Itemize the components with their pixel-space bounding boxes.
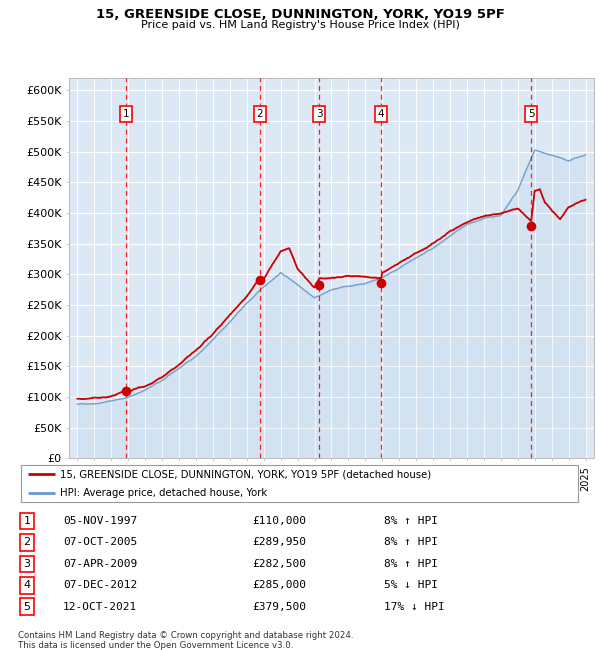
Text: 07-APR-2009: 07-APR-2009 xyxy=(63,559,137,569)
Text: 07-DEC-2012: 07-DEC-2012 xyxy=(63,580,137,590)
Text: 2: 2 xyxy=(257,109,263,119)
Text: 5: 5 xyxy=(23,602,31,612)
Text: 4: 4 xyxy=(23,580,31,590)
Text: 17% ↓ HPI: 17% ↓ HPI xyxy=(384,602,445,612)
Text: 4: 4 xyxy=(378,109,385,119)
Text: £289,950: £289,950 xyxy=(252,538,306,547)
Text: 3: 3 xyxy=(23,559,31,569)
Text: Price paid vs. HM Land Registry's House Price Index (HPI): Price paid vs. HM Land Registry's House … xyxy=(140,20,460,29)
Text: 8% ↑ HPI: 8% ↑ HPI xyxy=(384,559,438,569)
Text: 8% ↑ HPI: 8% ↑ HPI xyxy=(384,516,438,526)
Text: 3: 3 xyxy=(316,109,322,119)
Text: 07-OCT-2005: 07-OCT-2005 xyxy=(63,538,137,547)
Text: 12-OCT-2021: 12-OCT-2021 xyxy=(63,602,137,612)
Text: £379,500: £379,500 xyxy=(252,602,306,612)
Text: 5: 5 xyxy=(528,109,535,119)
Text: 2: 2 xyxy=(23,538,31,547)
FancyBboxPatch shape xyxy=(21,465,578,502)
Text: £285,000: £285,000 xyxy=(252,580,306,590)
Text: £282,500: £282,500 xyxy=(252,559,306,569)
Text: 1: 1 xyxy=(122,109,129,119)
Text: 15, GREENSIDE CLOSE, DUNNINGTON, YORK, YO19 5PF (detached house): 15, GREENSIDE CLOSE, DUNNINGTON, YORK, Y… xyxy=(60,469,431,479)
Text: 5% ↓ HPI: 5% ↓ HPI xyxy=(384,580,438,590)
Text: 05-NOV-1997: 05-NOV-1997 xyxy=(63,516,137,526)
Text: Contains HM Land Registry data © Crown copyright and database right 2024.: Contains HM Land Registry data © Crown c… xyxy=(18,630,353,640)
Text: 1: 1 xyxy=(23,516,31,526)
Text: 15, GREENSIDE CLOSE, DUNNINGTON, YORK, YO19 5PF: 15, GREENSIDE CLOSE, DUNNINGTON, YORK, Y… xyxy=(95,8,505,21)
Text: This data is licensed under the Open Government Licence v3.0.: This data is licensed under the Open Gov… xyxy=(18,641,293,650)
Text: 8% ↑ HPI: 8% ↑ HPI xyxy=(384,538,438,547)
Text: £110,000: £110,000 xyxy=(252,516,306,526)
Text: HPI: Average price, detached house, York: HPI: Average price, detached house, York xyxy=(60,488,268,498)
